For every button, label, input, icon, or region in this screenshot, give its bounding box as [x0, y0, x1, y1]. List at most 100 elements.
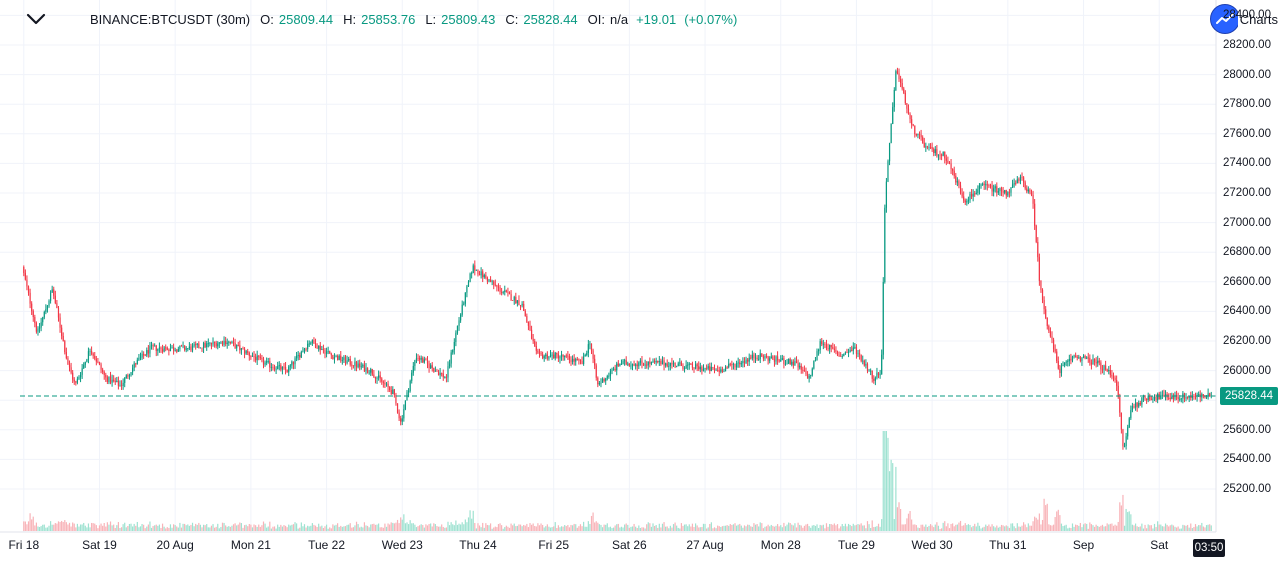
candle-body — [781, 358, 783, 361]
volume-bar — [925, 524, 927, 531]
candle-body — [584, 354, 586, 357]
volume-bar — [583, 521, 585, 531]
volume-bar — [535, 526, 537, 531]
candle-body — [630, 365, 632, 367]
candle-body — [79, 374, 82, 378]
candle-body — [371, 369, 373, 375]
candle-body — [803, 369, 806, 371]
volume-bar — [751, 526, 753, 531]
candle-body — [275, 368, 277, 370]
volume-bar — [1064, 525, 1066, 531]
candle-body — [1092, 358, 1094, 365]
candle-body — [948, 162, 951, 164]
price-tick-label: 27200.00 — [1223, 187, 1271, 199]
volume-bar — [1076, 524, 1078, 531]
candle-body — [980, 184, 982, 186]
collapse-legend-button[interactable] — [16, 0, 56, 38]
volume-bar — [797, 522, 799, 531]
candle-body — [1026, 188, 1028, 192]
volume-bar — [1157, 521, 1159, 531]
volume-bar — [1180, 528, 1182, 531]
volume-bar — [901, 524, 903, 531]
candle-body — [26, 279, 28, 287]
volume-bar — [827, 526, 829, 531]
candle-body — [411, 372, 413, 381]
volume-bar — [450, 522, 452, 531]
symbol-title[interactable]: BINANCE:BTCUSDT (30m) — [90, 11, 251, 27]
candle-body — [890, 124, 892, 144]
candle-body — [841, 356, 843, 357]
volume-bar — [247, 526, 249, 531]
volume-bar — [1205, 525, 1208, 531]
volume-bar — [611, 528, 613, 531]
volume-bar — [78, 526, 80, 531]
volume-bar — [1196, 526, 1198, 531]
volume-bar — [663, 522, 665, 531]
candles[interactable] — [23, 67, 1212, 450]
candle-body — [193, 344, 195, 346]
volume-bar — [177, 527, 179, 531]
candle-body — [1029, 189, 1031, 193]
candle-body — [619, 363, 621, 366]
candle-body — [109, 376, 112, 383]
volume-bar — [851, 526, 853, 531]
candle-body — [67, 358, 69, 365]
candle-body — [762, 356, 764, 359]
change-percent: (+0.07%) — [684, 11, 738, 27]
volume-bar — [1095, 524, 1097, 531]
volume-bar — [124, 522, 126, 531]
candle-body — [802, 369, 804, 371]
volume-bar — [614, 525, 616, 531]
volume-bar — [419, 525, 421, 531]
candle-body — [228, 341, 230, 343]
volume-bar — [931, 525, 933, 531]
time-tick-label: Sat 26 — [611, 538, 647, 552]
candle-body — [586, 352, 588, 355]
volume-bar — [884, 431, 886, 531]
volume-bar — [720, 526, 722, 531]
candle-body — [389, 387, 391, 391]
candle-body — [734, 363, 736, 368]
volume-bar — [592, 512, 594, 531]
candle-body — [983, 183, 985, 185]
volume-bar — [447, 521, 449, 531]
candle-body — [728, 363, 730, 368]
volume-bar — [953, 526, 955, 531]
candle-body — [182, 345, 184, 347]
candle-body — [534, 341, 536, 347]
volume-bar — [994, 527, 996, 531]
candle-body — [524, 310, 526, 317]
candle-body — [713, 368, 716, 371]
candle-body — [125, 375, 127, 379]
volume-bar — [262, 521, 265, 531]
volume-bar — [42, 524, 44, 531]
candle-body — [888, 143, 891, 162]
candle-body — [332, 355, 334, 360]
volume-bar — [772, 525, 774, 531]
volume-bar — [149, 521, 151, 531]
volume-bar — [833, 523, 835, 531]
volume-bar — [108, 524, 110, 531]
candle-body — [557, 354, 559, 359]
volume-bar — [316, 527, 318, 531]
volume-bar — [390, 522, 392, 531]
candle-body — [887, 161, 889, 182]
candle-body — [40, 322, 42, 328]
volume-bar — [941, 528, 943, 531]
candle-body — [133, 363, 135, 368]
candle-body — [1205, 396, 1208, 398]
candle-body — [974, 193, 976, 195]
candle-body — [838, 355, 840, 357]
volume-bar — [1052, 524, 1055, 531]
price-axis[interactable]: 25200.0025400.0025600.0025800.0026000.00… — [1216, 0, 1280, 532]
candle-body — [598, 383, 600, 385]
volume-bar — [983, 526, 985, 531]
candle-body — [548, 356, 550, 359]
candle-body — [1052, 339, 1055, 350]
brand-badge[interactable]: Charts — [1209, 4, 1280, 34]
candle-body — [810, 375, 812, 377]
volume-bar — [814, 525, 817, 531]
candle-body — [603, 379, 605, 382]
volume-bar — [371, 524, 373, 531]
